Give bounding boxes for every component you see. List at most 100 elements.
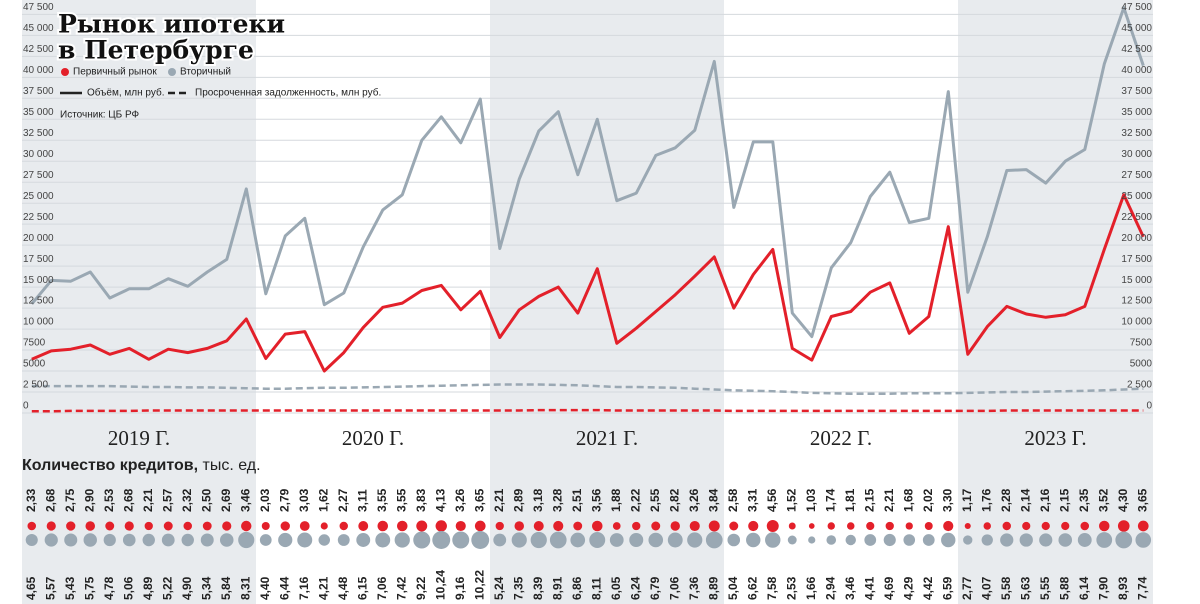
credit-label: 5,22 [160,576,174,600]
credit-label: 3,65 [472,488,486,512]
credit-label: 2,94 [823,576,837,600]
y-tick-label: 22 500 [23,212,54,223]
credit-bubble [1039,533,1053,547]
credit-bubble [846,522,855,530]
credit-label: 6,86 [570,576,584,600]
credit-label: 1,17 [960,488,974,512]
credit-bubble [667,532,683,548]
credit-bubble [238,531,255,549]
y-tick-label: 20 000 [1121,233,1152,244]
y-tick-label: 45 000 [1121,23,1152,34]
credit-label: 1,76 [979,488,993,512]
credit-bubble [632,521,641,531]
credit-label: 2,51 [570,488,584,512]
credit-label: 2,02 [921,488,935,512]
credit-bubble [983,522,991,530]
y-tick-label: 17 500 [23,254,54,265]
credit-label: 3,31 [745,488,759,512]
credit-label: 2,53 [102,488,116,512]
credit-label: 3,18 [531,488,545,512]
credit-bubble [924,522,933,530]
year-band [958,0,1153,604]
credit-label: 2,79 [277,488,291,512]
credit-label: 4,40 [258,576,272,600]
y-tick-label: 42 500 [1121,44,1152,55]
credit-label: 2,89 [511,488,525,512]
credit-bubble [259,534,272,546]
credit-bubble [748,520,759,532]
credit-bubble [413,531,431,549]
y-tick-label: 2 500 [23,380,48,391]
credit-bubble [729,521,739,531]
credit-bubble [278,532,293,548]
credit-label: 7,16 [297,576,311,600]
credit-label: 2,21 [492,488,506,512]
credit-label: 9,22 [414,576,428,600]
credit-label: 6,44 [277,576,291,600]
credit-label: 1,81 [843,488,857,512]
credit-bubble [1117,520,1130,532]
credit-bubble [85,521,96,531]
credit-bubble [549,531,567,549]
credit-bubble [1096,532,1113,548]
credit-label: 3,03 [297,488,311,512]
credit-label: 2,90 [82,488,96,512]
y-tick-label: 40 000 [23,65,54,76]
credit-label: 2,14 [1018,488,1032,512]
legend-label: Первичный рынок [73,67,157,78]
credit-bubble [943,520,954,532]
credit-label: 2,57 [160,488,174,512]
credit-label: 2,77 [960,576,974,600]
credit-bubble [903,534,916,546]
credit-label: 3,11 [355,489,369,512]
credit-bubble [648,532,664,548]
credit-label: 2,68 [121,488,135,512]
credit-bubble [612,522,621,530]
credit-label: 7,06 [667,576,681,600]
credit-bubble [808,523,815,529]
credit-bubble [651,521,661,531]
credit-bubble [1080,521,1090,531]
credit-label: 8,11 [589,577,603,600]
y-tick-label: 37 500 [23,86,54,97]
credit-bubble [183,521,193,531]
credit-label: 2,75 [63,488,77,512]
credit-label: 4,21 [316,576,330,600]
credit-label: 2,15 [1057,488,1071,512]
credit-label: 5,34 [199,576,213,600]
credit-bubble [866,521,875,531]
credits-title-bold: Количество кредитов, [22,457,198,474]
year-label: 2021 Г. [576,426,638,450]
credit-bubble [1002,521,1011,531]
credit-label: 3,46 [238,488,252,512]
credit-bubble [44,533,58,547]
credit-label: 6,05 [609,576,623,600]
credit-label: 8,91 [550,576,564,600]
y-tick-label: 30 000 [23,149,54,160]
y-tick-label: 10 000 [23,317,54,328]
background [22,0,1153,604]
credit-bubble [432,531,451,549]
legend-dot [61,68,69,76]
credit-label: 3,26 [687,488,701,512]
y-tick-label: 32 500 [1121,128,1152,139]
credit-label: 1,66 [804,576,818,600]
credit-label: 2,82 [667,488,681,512]
credit-bubble [609,533,624,547]
y-tick-label: 37 500 [1121,86,1152,97]
y-tick-label: 27 500 [1121,170,1152,181]
credit-bubble [493,533,507,547]
credit-bubble [864,534,877,546]
credit-label: 2,53 [784,576,798,600]
credit-label: 1,52 [784,488,798,512]
credit-label: 2,27 [336,488,350,512]
credit-label: 3,65 [1135,488,1149,512]
y-tick-label: 2 500 [1127,380,1152,391]
credit-bubble [808,536,816,544]
credit-bubble [591,520,603,532]
credit-label: 3,26 [453,488,467,512]
y-tick-label: 15 000 [1121,275,1152,286]
credit-bubble [202,521,212,531]
credit-bubble [1058,533,1073,547]
credit-label: 3,46 [843,576,857,600]
